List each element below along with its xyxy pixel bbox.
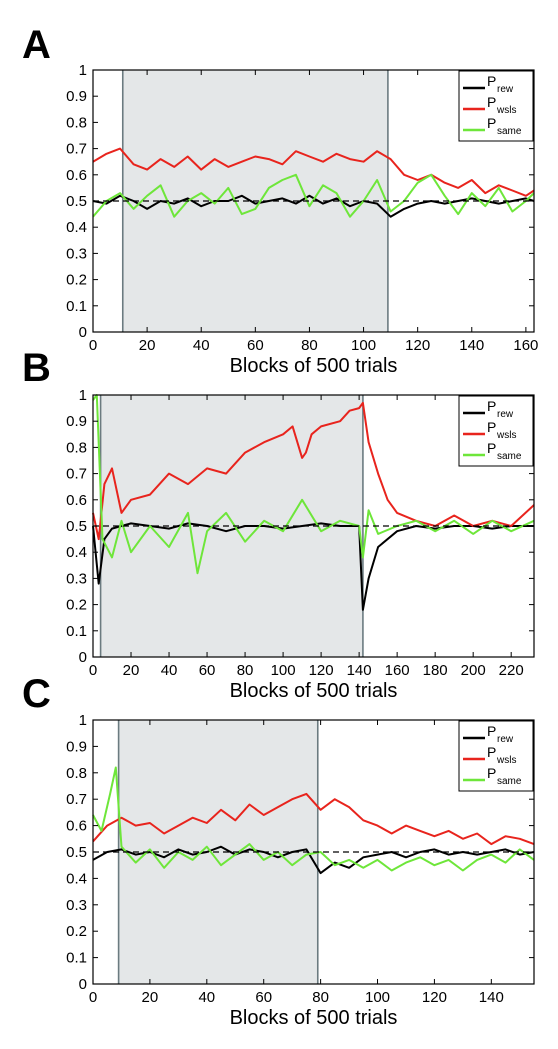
legend-sublabel-same-c: same [497, 776, 522, 787]
y-tick-label-c: 0.8 [66, 765, 87, 782]
y-tick-label-a: 0.8 [66, 114, 87, 131]
x-tick-label-a: 80 [301, 337, 318, 354]
legend-label-same-b: P [487, 440, 496, 456]
legend-sublabel-rew-b: rew [497, 409, 514, 420]
y-tick-label-a: 0.3 [66, 245, 87, 262]
x-tick-label-a: 20 [139, 337, 156, 354]
y-tick-label-b: 0.2 [66, 597, 87, 614]
y-tick-label-a: 0.2 [66, 272, 87, 289]
series-line-same-c [92, 766, 535, 872]
x-tick-label-a: 140 [459, 337, 484, 354]
x-tick-label-c: 80 [312, 989, 329, 1006]
legend-sublabel-same-b: same [497, 451, 522, 462]
legend-sublabel-rew-c: rew [497, 734, 514, 745]
x-tick-label-a: 160 [513, 337, 538, 354]
y-tick-label-b: 1 [79, 387, 87, 404]
x-axis-label-b: Blocks of 500 trials [230, 680, 398, 702]
y-tick-label-c: 1 [79, 712, 87, 729]
legend-sublabel-wsls-a: wsls [496, 105, 516, 116]
x-tick-label-b: 80 [237, 662, 254, 679]
legend-label-wsls-b: P [487, 419, 496, 435]
panel-label-a: A [22, 23, 51, 67]
x-tick-label-b: 60 [199, 662, 216, 679]
legend-sublabel-wsls-b: wsls [496, 430, 516, 441]
x-tick-label-a: 40 [193, 337, 210, 354]
series-line-wsls-b [92, 401, 535, 541]
y-tick-label-c: 0 [79, 976, 87, 993]
y-tick-label-b: 0.4 [66, 544, 87, 561]
x-tick-label-a: 60 [247, 337, 264, 354]
legend-label-same-c: P [487, 765, 496, 781]
y-tick-label-c: 0.9 [66, 738, 87, 755]
x-tick-label-b: 180 [423, 662, 448, 679]
x-tick-label-a: 120 [405, 337, 430, 354]
x-tick-label-b: 140 [347, 662, 372, 679]
y-tick-label-c: 0.7 [66, 791, 87, 808]
x-tick-label-c: 120 [422, 989, 447, 1006]
x-tick-label-b: 120 [309, 662, 334, 679]
y-tick-label-b: 0.5 [66, 518, 87, 535]
y-tick-label-b: 0.9 [66, 413, 87, 430]
x-tick-label-b: 160 [385, 662, 410, 679]
y-tick-label-b: 0.1 [66, 623, 87, 640]
x-tick-label-a: 100 [351, 337, 376, 354]
y-tick-label-a: 1 [79, 62, 87, 79]
chart-panel-a: 0 0.1 0.2 0.3 0.4 0.5 0.6 0.7 0.8 0.9 1 0 20 40 60 80 10… [66, 62, 538, 377]
y-tick-label-b: 0.7 [66, 466, 87, 483]
y-tick-label-b: 0.6 [66, 492, 87, 509]
x-axis-label-a: Blocks of 500 trials [230, 355, 398, 377]
x-tick-label-c: 100 [365, 989, 390, 1006]
x-tick-label-b: 40 [161, 662, 178, 679]
series-line-same-b [92, 394, 535, 575]
y-tick-label-a: 0.9 [66, 88, 87, 105]
x-tick-label-b: 220 [499, 662, 524, 679]
y-tick-label-c: 0.6 [66, 818, 87, 835]
series-line-wsls-a [92, 147, 535, 197]
legend-sublabel-same-a: same [497, 126, 522, 137]
series-line-rew-c [92, 845, 535, 875]
x-tick-label-b: 20 [123, 662, 140, 679]
legend-sublabel-rew-a: rew [497, 84, 514, 95]
y-tick-label-c: 0.5 [66, 844, 87, 861]
panel-label-c: C [22, 672, 51, 716]
x-tick-label-c: 0 [89, 989, 97, 1006]
y-tick-label-c: 0.4 [66, 870, 87, 887]
x-axis-label-c: Blocks of 500 trials [230, 1007, 398, 1029]
legend-label-rew-c: P [487, 723, 496, 739]
x-tick-label-c: 20 [142, 989, 159, 1006]
legend-label-rew-b: P [487, 398, 496, 414]
legend-label-rew-a: P [487, 73, 496, 89]
legend-sublabel-wsls-c: wsls [496, 755, 516, 766]
x-tick-label-b: 0 [89, 662, 97, 679]
x-tick-label-b: 100 [271, 662, 296, 679]
legend-label-wsls-a: P [487, 94, 496, 110]
chart-panel-b: 0 0.1 0.2 0.3 0.4 0.5 0.6 0.7 0.8 0.9 1 0 20 40 60 80 10… [66, 387, 535, 702]
x-tick-label-a: 0 [89, 337, 97, 354]
y-tick-label-c: 0.2 [66, 923, 87, 940]
series-line-rew-b [92, 522, 534, 611]
legend-label-same-a: P [487, 115, 496, 131]
y-tick-label-a: 0.1 [66, 298, 87, 315]
panel-label-b: B [22, 346, 51, 390]
y-tick-label-b: 0 [79, 649, 87, 666]
chart-panel-c: 0 0.1 0.2 0.3 0.4 0.5 0.6 0.7 0.8 0.9 1 0 20 40 60 80 10… [66, 712, 535, 1029]
y-tick-label-a: 0 [79, 324, 87, 341]
y-tick-label-c: 0.1 [66, 950, 87, 967]
y-tick-label-a: 0.5 [66, 193, 87, 210]
x-tick-label-b: 200 [461, 662, 486, 679]
y-tick-label-a: 0.4 [66, 219, 87, 236]
x-tick-label-c: 140 [479, 989, 504, 1006]
y-tick-label-c: 0.3 [66, 897, 87, 914]
legend-label-wsls-c: P [487, 744, 496, 760]
x-tick-label-c: 60 [255, 989, 272, 1006]
y-tick-label-b: 0.8 [66, 439, 87, 456]
y-tick-label-a: 0.6 [66, 167, 87, 184]
y-tick-label-a: 0.7 [66, 141, 87, 158]
series-line-wsls-c [92, 792, 535, 846]
y-tick-label-b: 0.3 [66, 570, 87, 587]
x-tick-label-c: 40 [198, 989, 215, 1006]
